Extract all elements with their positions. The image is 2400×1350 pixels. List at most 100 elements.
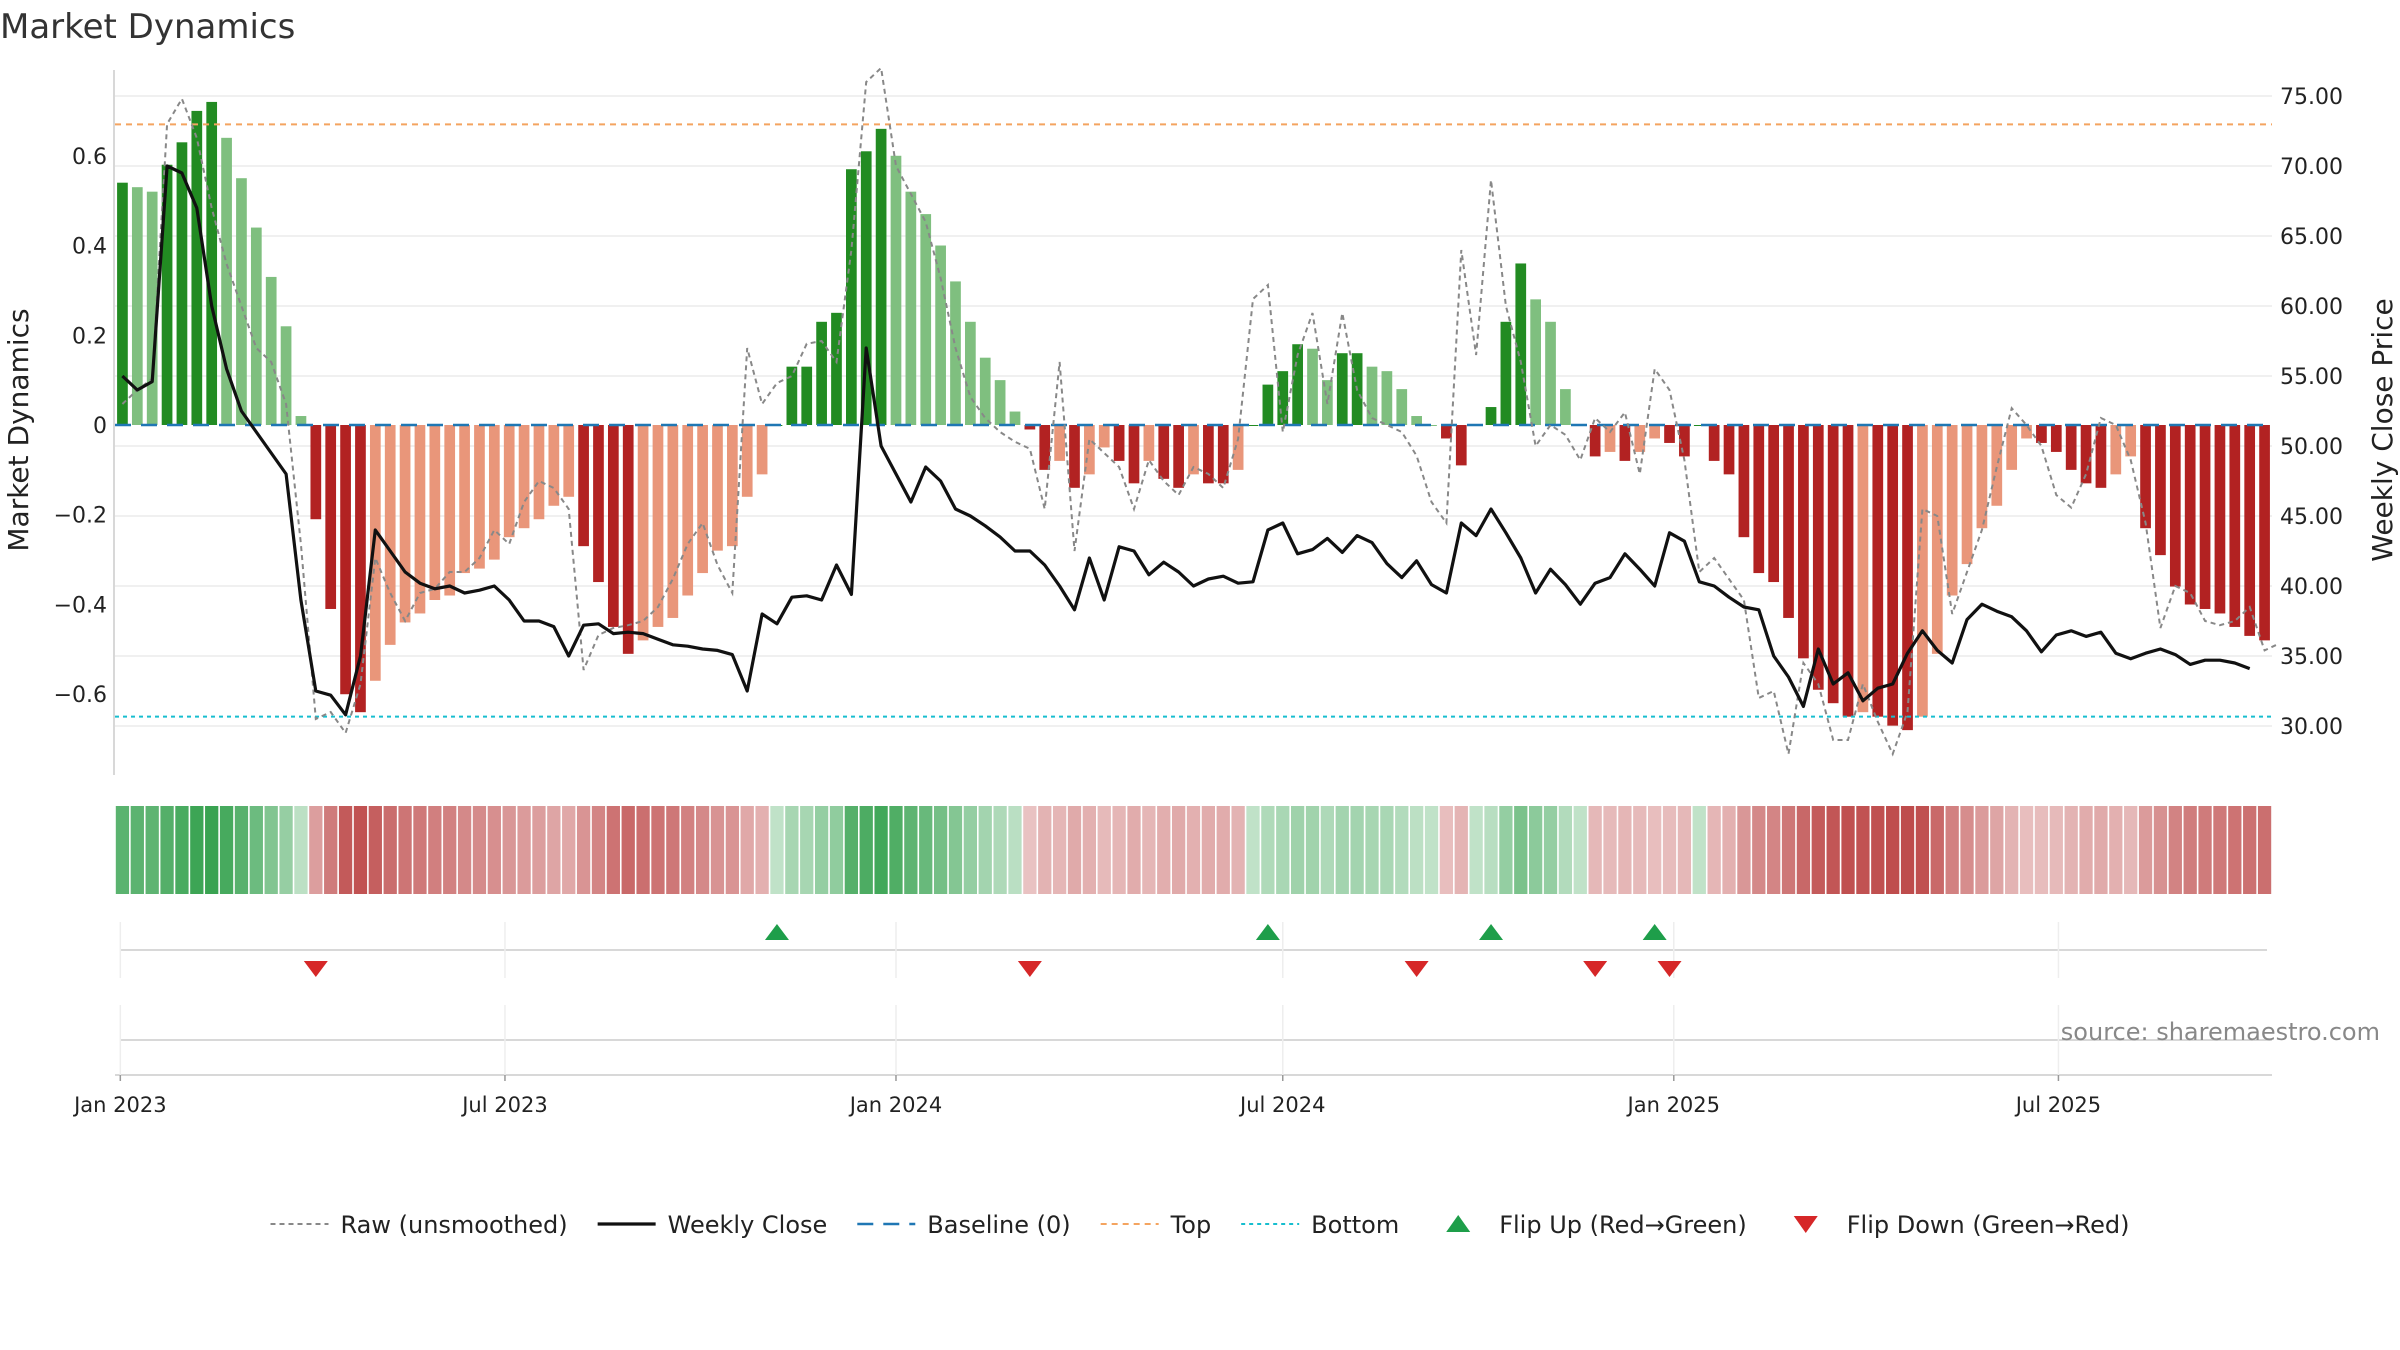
heat-cell: [1082, 806, 1097, 894]
heat-cell: [1990, 806, 2004, 894]
heat-cell: [740, 806, 754, 894]
heat-cell: [681, 806, 695, 894]
legend-label: Flip Down (Green→Red): [1847, 1211, 2130, 1239]
heat-cell: [1201, 806, 1216, 894]
left-tick-label: 0.6: [72, 145, 107, 170]
heat-cell: [1439, 806, 1454, 894]
heat-cell: [1469, 806, 1483, 894]
dynamics-bar: [1203, 425, 1214, 484]
dynamics-bar: [2259, 425, 2270, 641]
heat-cell: [1796, 806, 1811, 894]
dynamics-bar: [890, 155, 902, 425]
dynamics-bar: [206, 101, 218, 425]
heat-cell: [1692, 806, 1706, 894]
dynamics-bar: [1084, 425, 1095, 475]
dynamics-bar: [860, 151, 872, 426]
dynamics-bar: [816, 321, 827, 425]
flip-down-marker: [1017, 961, 1042, 977]
left-tick-label: −0.2: [54, 504, 107, 529]
dynamics-bar: [325, 425, 337, 609]
flip-markers-panel: [119, 922, 2267, 978]
dynamics-bar: [1604, 425, 1616, 452]
dynamics-bar: [920, 214, 932, 425]
heat-cell: [1886, 806, 1900, 894]
heat-cell: [2094, 806, 2108, 894]
dynamics-bar: [2110, 425, 2122, 475]
heat-cell: [368, 806, 382, 894]
dynamics-bar: [236, 178, 247, 425]
right-tick-label: 30.00: [2280, 715, 2343, 740]
dynamics-bar: [1768, 425, 1780, 583]
heat-cell: [1633, 806, 1647, 894]
heat-cell: [1529, 806, 1543, 894]
legend-item-flip-down: Flip Down (Green→Red): [1793, 1211, 2130, 1239]
dynamics-bar: [176, 142, 188, 426]
dynamics-bar: [2095, 425, 2107, 488]
heat-cell: [1171, 806, 1186, 894]
dynamics-bar: [265, 276, 277, 425]
dynamics-bar: [607, 425, 619, 627]
heat-cell: [591, 806, 606, 894]
dynamics-bar: [1664, 425, 1675, 443]
heat-cell: [2198, 806, 2212, 894]
left-axis-title: Market Dynamics: [2, 308, 35, 551]
heat-cell: [1290, 806, 1305, 894]
dynamics-bar: [1292, 344, 1303, 425]
dynamics-bar: [2199, 425, 2211, 609]
date-tick-label: Jan 2025: [1626, 1093, 1721, 1117]
heat-cell: [1603, 806, 1617, 894]
heat-cell: [1112, 806, 1126, 894]
heat-cell: [963, 806, 977, 894]
dynamics-bar: [801, 366, 813, 425]
dynamics-bar: [1634, 425, 1646, 452]
dynamics-bar: [1441, 425, 1452, 439]
heat-cell: [1737, 806, 1751, 894]
flip-up-marker: [1255, 924, 1280, 940]
dynamics-bar: [1783, 425, 1794, 618]
dynamics-bar: [697, 425, 708, 574]
heat-cell: [190, 806, 204, 894]
dynamics-bar: [1723, 425, 1735, 475]
heat-cell: [770, 806, 784, 894]
dynamics-bar: [1812, 425, 1824, 690]
right-tick-label: 65.00: [2280, 225, 2343, 250]
dynamics-bar: [384, 425, 396, 645]
heat-cell: [2213, 806, 2227, 894]
heat-cell: [1499, 806, 1513, 894]
heat-cell: [2079, 806, 2093, 894]
heat-cell: [2124, 806, 2138, 894]
heat-cell: [1841, 806, 1855, 894]
heat-cell: [651, 806, 665, 894]
heat-cell: [309, 806, 323, 894]
heat-cell: [1900, 806, 1915, 894]
dynamics-bar: [1515, 263, 1527, 425]
dynamics-bar: [474, 425, 485, 569]
dynamics-bar: [1098, 425, 1110, 448]
dynamics-bar: [2036, 425, 2047, 443]
heat-cell: [1960, 806, 1974, 894]
heat-cell: [2183, 806, 2197, 894]
heat-cell: [666, 806, 680, 894]
dynamics-bar: [2050, 425, 2062, 452]
heat-cell: [2019, 806, 2034, 894]
dynamics-bar: [1857, 425, 1869, 713]
heat-cell: [1781, 806, 1796, 894]
heat-cell: [695, 806, 710, 894]
dynamics-bar: [682, 425, 694, 596]
heat-cell: [294, 806, 308, 894]
date-tick-label: Jul 2024: [1238, 1093, 1325, 1117]
dynamics-bar: [1262, 384, 1274, 425]
heat-cell: [2064, 806, 2078, 894]
chart-title: Market Dynamics: [0, 7, 295, 47]
dynamics-bar: [1069, 425, 1080, 488]
heat-cell: [621, 806, 635, 894]
heat-cell: [130, 806, 144, 894]
dynamics-bar: [593, 425, 604, 583]
legend-label: Weekly Close: [668, 1211, 828, 1239]
heat-cell: [219, 806, 234, 894]
heat-cell: [160, 806, 174, 894]
heat-cell: [1216, 806, 1230, 894]
dynamics-bar: [369, 425, 381, 681]
heat-cell: [874, 806, 888, 894]
heat-cell: [1454, 806, 1468, 894]
